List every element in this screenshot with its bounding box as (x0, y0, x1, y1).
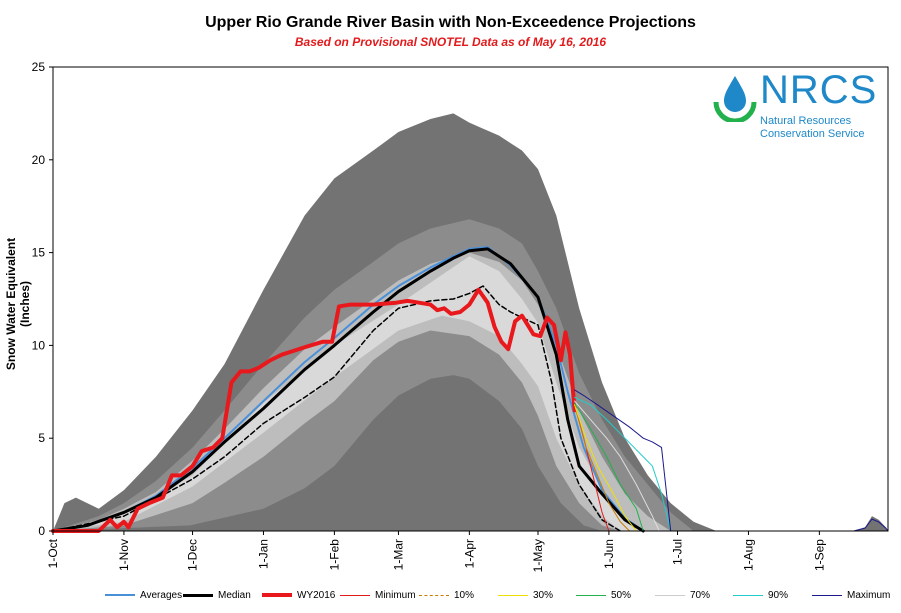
series-line-dashed-2 (52, 285, 622, 532)
water-drop-icon (713, 76, 757, 122)
x-tick-label: 1-May (531, 539, 545, 572)
series-line-70- (574, 400, 660, 532)
x-tick-label: 1-Jul (671, 539, 685, 565)
x-tick-label: 1-Apr (462, 539, 476, 568)
legend-label: WY2016 (297, 589, 336, 601)
y-tick-label: 15 (32, 246, 46, 260)
x-tick-label: 1-Nov (117, 539, 131, 571)
chart-subtitle: Based on Provisional SNOTEL Data as of M… (294, 35, 607, 49)
legend-swatch (812, 594, 842, 596)
legend-swatch (576, 594, 606, 596)
y-tick-label: 20 (32, 153, 46, 167)
x-tick-label: 1-Oct (46, 538, 60, 568)
nrcs-logo: NRCS Natural Resources Conservation Serv… (710, 68, 880, 148)
series-line-maximum (574, 389, 672, 532)
x-tick-label: 1-Feb (327, 539, 341, 571)
legend-label: 30% (533, 589, 554, 601)
series-line-10- (574, 404, 630, 532)
legend-item-50-: 50% (576, 585, 631, 605)
y-tick-label: 25 (32, 60, 46, 74)
y-tick-label: 5 (38, 431, 45, 445)
chart-title: Upper Rio Grande River Basin with Non-Ex… (205, 14, 696, 31)
logo-line-1: Natural Resources (760, 115, 852, 127)
legend-item-minimum: Minimum (340, 585, 416, 605)
legend-item-70-: 70% (655, 585, 710, 605)
legend-swatch (655, 594, 685, 596)
series-line-wy2016 (51, 287, 577, 533)
legend-swatch (262, 593, 292, 597)
legend-item-averages: Averages (105, 585, 182, 605)
legend-label: Median (218, 589, 251, 601)
legend-item-30-: 30% (498, 585, 553, 605)
y-tick-label: 0 (38, 524, 45, 538)
legend-item-maximum: Maximum (812, 585, 890, 605)
legend-item-wy2016: WY2016 (262, 585, 335, 605)
legend-item-10-: 10% (419, 585, 474, 605)
series-line-median (51, 247, 645, 533)
y-tick-label: 10 (32, 338, 46, 352)
series-line-50- (574, 402, 644, 532)
x-tick-label: 1-Sep (812, 539, 826, 571)
legend-swatch (498, 594, 528, 596)
chart-legend: Averages Median WY2016 Minimum 10% 30% 50% 70% 9… (0, 585, 901, 605)
legend-label: 70% (690, 589, 711, 601)
legend-label: 10% (454, 589, 475, 601)
legend-label: Minimum (375, 589, 416, 601)
x-tick-label: 1-Dec (186, 539, 200, 571)
legend-label: Maximum (847, 589, 891, 601)
series-line-90- (574, 396, 672, 532)
late-season-max-line (853, 518, 889, 532)
legend-swatch (733, 594, 763, 596)
legend-swatch (419, 594, 449, 596)
legend-item-median: Median (183, 585, 251, 605)
plot-frame (52, 66, 889, 532)
logo-wordmark: NRCS (760, 68, 878, 112)
legend-label: 90% (768, 589, 789, 601)
series-line-30- (574, 404, 637, 532)
legend-label: Averages (140, 589, 183, 601)
x-tick-label: 1-Jan (256, 539, 270, 569)
late-season-band (853, 516, 888, 531)
legend-swatch (183, 593, 213, 597)
logo-line-2: Conservation Service (760, 128, 865, 140)
x-tick-label: 1-Aug (741, 539, 755, 571)
legend-swatch (340, 594, 370, 596)
x-tick-label: 1-Jun (602, 539, 616, 569)
legend-swatch (105, 594, 135, 596)
x-tick-label: 1-Mar (391, 539, 405, 570)
legend-label: 50% (611, 589, 632, 601)
legend-item-90-: 90% (733, 585, 788, 605)
